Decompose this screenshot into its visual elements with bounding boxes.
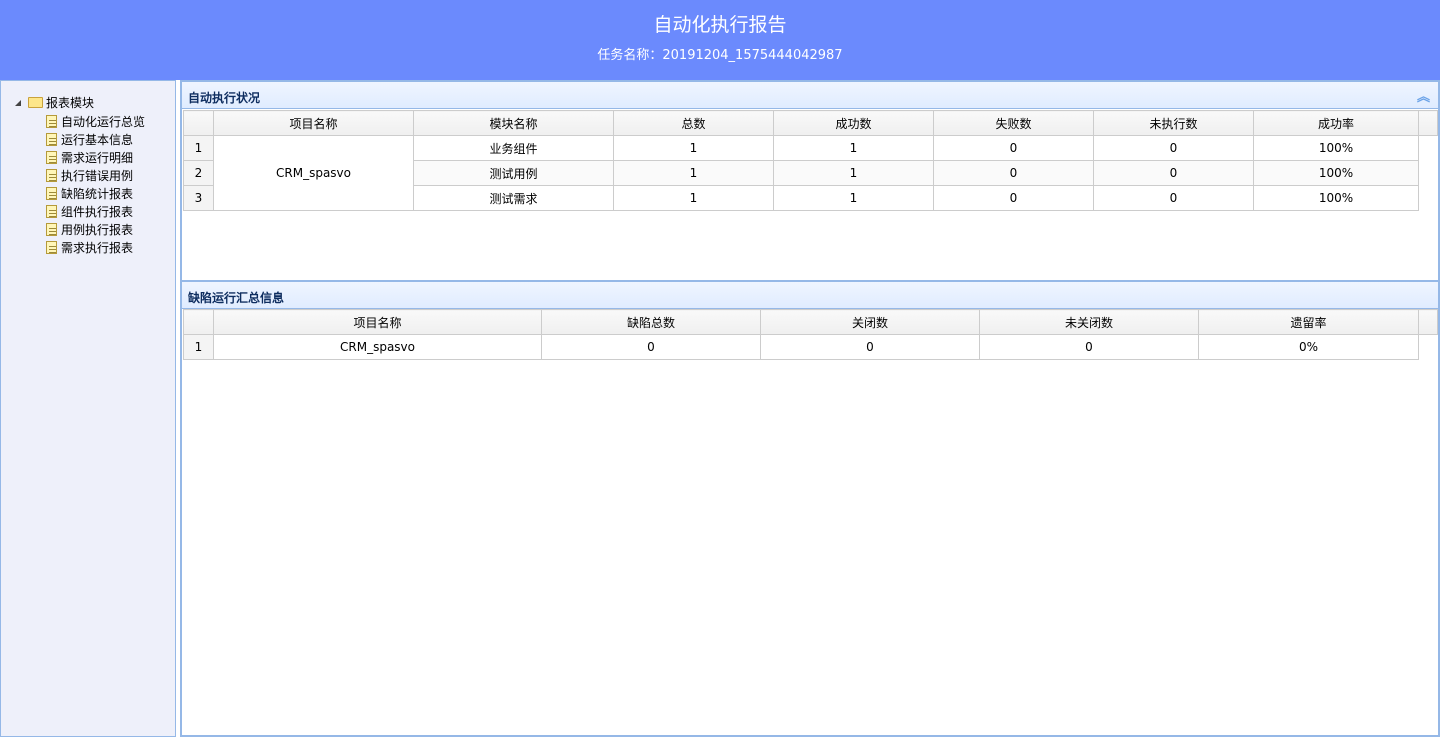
table-cell: 测试需求 [413, 185, 614, 211]
collapse-icon[interactable]: ︽ [1416, 90, 1430, 105]
sidebar-item[interactable]: 自动化运行总览 [46, 112, 145, 130]
table-cell: 测试用例 [413, 160, 614, 186]
table-cell: 100% [1253, 135, 1419, 161]
document-icon [46, 114, 57, 128]
document-icon [46, 240, 57, 254]
column-header[interactable]: 成功率 [1253, 110, 1419, 136]
table-cell: 0 [933, 160, 1094, 186]
table-row[interactable]: 2 测试用例 1 1 0 0 100% [183, 160, 1438, 186]
sidebar-item-label: 用例执行报表 [61, 222, 134, 237]
exec-title: 自动执行状况 [188, 91, 261, 105]
column-header[interactable]: 成功数 [773, 110, 934, 136]
row-number-header [183, 309, 214, 335]
main-panel: 自动执行状况 ︽ 项目名称 模块名称 总数 成功数 失败数 未执行数 成功率 1 CRM_spas… [180, 80, 1440, 737]
table-row[interactable]: 1 CRM_spasvo 0 0 0 0% [183, 334, 1438, 360]
table-cell: 1 [613, 135, 774, 161]
table-cell: 0% [1198, 334, 1419, 360]
table-cell: 1 [773, 135, 934, 161]
document-icon [46, 168, 57, 182]
column-header[interactable]: 模块名称 [413, 110, 614, 136]
table-cell: 1 [773, 160, 934, 186]
document-icon [46, 150, 57, 164]
sidebar-item-label: 自动化运行总览 [61, 114, 146, 129]
table-cell: 0 [933, 135, 1094, 161]
document-icon [46, 186, 57, 200]
column-header[interactable]: 项目名称 [213, 110, 414, 136]
task-name: 任务名称：20191204_1575444042987 [597, 48, 843, 63]
table-cell: 0 [1093, 185, 1254, 211]
tree-root-label: 报表模块 [46, 96, 95, 110]
row-number: 1 [183, 334, 214, 360]
sidebar-item-label: 需求执行报表 [61, 240, 134, 255]
table-cell: 0 [760, 334, 980, 360]
column-header[interactable]: 项目名称 [213, 309, 542, 335]
table-cell: 业务组件 [413, 135, 614, 161]
sidebar-item[interactable]: 需求执行报表 [46, 238, 145, 256]
exec-panel-title: 自动执行状况 ︽ [182, 82, 1438, 109]
column-header[interactable]: 未关闭数 [979, 309, 1199, 335]
sidebar-item[interactable]: 需求运行明细 [46, 148, 145, 166]
table-cell: 0 [1093, 160, 1254, 186]
column-header[interactable]: 关闭数 [760, 309, 980, 335]
table-row[interactable]: 3 测试需求 1 1 0 0 100% [183, 185, 1438, 211]
defect-panel-title: 缺陷运行汇总信息 [182, 282, 1438, 309]
filler-header [1418, 110, 1438, 136]
column-header[interactable]: 未执行数 [1093, 110, 1254, 136]
table-cell: CRM_spasvo [213, 334, 542, 360]
exec-table: 项目名称 模块名称 总数 成功数 失败数 未执行数 成功率 1 CRM_spasvo 业务组件 1 1… [183, 110, 1438, 211]
row-number: 1 [183, 135, 214, 161]
table-cell: 1 [613, 160, 774, 186]
table-cell: 100% [1253, 185, 1419, 211]
report-title: 自动化执行报告 [653, 14, 787, 36]
column-header[interactable]: 缺陷总数 [541, 309, 761, 335]
sidebar-item-label: 运行基本信息 [61, 132, 134, 147]
folder-icon [28, 97, 43, 108]
defect-panel: 缺陷运行汇总信息 项目名称 缺陷总数 关闭数 未关闭数 遗留率 1 CRM_spasvo 0 0… [182, 280, 1438, 360]
report-header: 自动化执行报告 任务名称：20191204_1575444042987 [0, 0, 1440, 80]
table-cell: 0 [979, 334, 1199, 360]
row-number: 3 [183, 185, 214, 211]
sidebar-item[interactable]: 组件执行报表 [46, 202, 145, 220]
sidebar-item[interactable]: 执行错误用例 [46, 166, 145, 184]
document-icon [46, 222, 57, 236]
table-cell: 1 [613, 185, 774, 211]
sidebar-item-label: 需求运行明细 [61, 150, 134, 165]
column-header[interactable]: 失败数 [933, 110, 1094, 136]
table-row[interactable]: 1 CRM_spasvo 业务组件 1 1 0 0 100% [183, 135, 1438, 211]
column-header[interactable]: 总数 [613, 110, 774, 136]
document-icon [46, 204, 57, 218]
sidebar-tree: 报表模块 自动化运行总览 运行基本信息 需求运行明细 执行错误用例 缺陷统计报表 组件执行… [0, 80, 176, 737]
table-cell: 0 [1093, 135, 1254, 161]
sidebar-item-label: 执行错误用例 [61, 168, 134, 183]
document-icon [46, 132, 57, 146]
row-number-header [183, 110, 214, 136]
sidebar-item[interactable]: 缺陷统计报表 [46, 184, 145, 202]
filler-header [1418, 309, 1438, 335]
project-name-cell: CRM_spasvo [213, 135, 414, 211]
sidebar-item[interactable]: 用例执行报表 [46, 220, 145, 238]
sidebar-item-label: 组件执行报表 [61, 204, 134, 219]
column-header[interactable]: 遗留率 [1198, 309, 1419, 335]
sidebar-item[interactable]: 运行基本信息 [46, 130, 145, 148]
table-cell: 0 [541, 334, 761, 360]
table-cell: 100% [1253, 160, 1419, 186]
tree-root[interactable]: 报表模块 [15, 94, 94, 111]
defect-title: 缺陷运行汇总信息 [188, 291, 285, 305]
sidebar-item-label: 缺陷统计报表 [61, 186, 134, 201]
expand-icon[interactable] [15, 99, 21, 106]
defect-table: 项目名称 缺陷总数 关闭数 未关闭数 遗留率 1 CRM_spasvo 0 0 0 0% [183, 309, 1438, 360]
table-cell: 1 [773, 185, 934, 211]
row-number: 2 [183, 160, 214, 186]
table-cell: 0 [933, 185, 1094, 211]
